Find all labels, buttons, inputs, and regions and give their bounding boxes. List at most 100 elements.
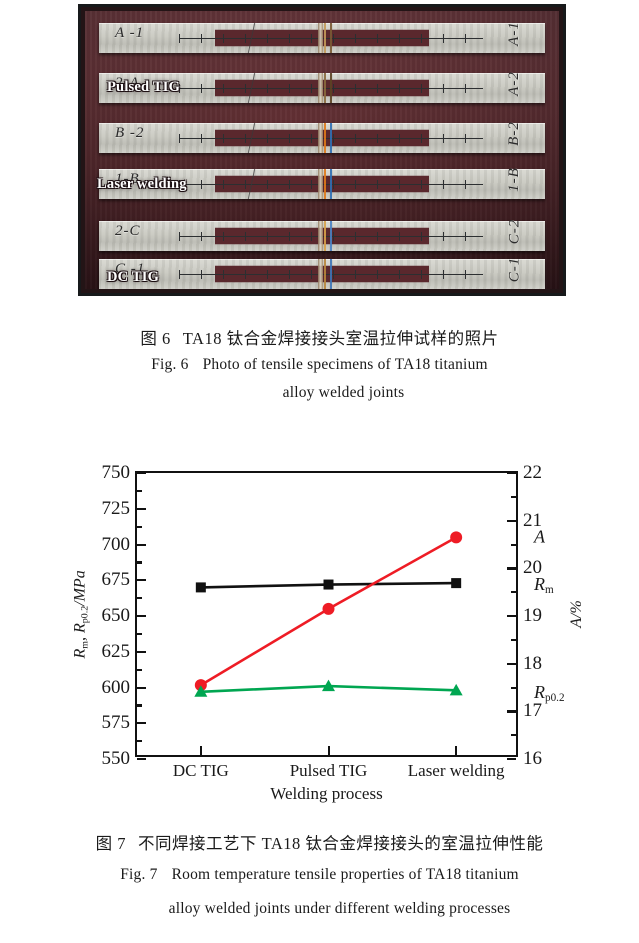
weld-seam [317, 23, 323, 53]
photo-frame: A -1 A-1 2-A A-2 B -2 B-2 1-B 1-B 2-C C-2 C -1 C-1 P… [78, 4, 566, 296]
y-axis-left-minor-tick [137, 597, 142, 600]
y-axis-left-major-tick [137, 722, 146, 725]
figure-7-number-en: Fig. 7 [120, 866, 158, 883]
chart-y-axis-left-title: Rm, Rp0.2/MPa [71, 569, 91, 659]
y-axis-right-minor-tick [511, 638, 516, 642]
series-label-Rp0.2: Rp0.2 [534, 682, 565, 705]
x-axis-tick-label: Pulsed TIG [289, 761, 368, 780]
y-axis-left-tick-label: 650 [101, 605, 131, 626]
x-axis-tick-label: DC TIG [172, 761, 229, 780]
specimen-hand-label-right: C-2 [505, 218, 522, 245]
y-axis-left-minor-tick [137, 668, 142, 671]
y-axis-left-major-tick [137, 686, 146, 689]
weld-marker-line [329, 23, 332, 53]
y-axis-left-tick-label: 625 [101, 640, 131, 662]
data-point-Rp0.2 [322, 679, 335, 692]
specimen-hand-label-right: A-2 [506, 71, 523, 96]
y-axis-left-tick-label: 600 [101, 676, 131, 698]
x-axis-tick [327, 746, 330, 755]
figure-6-caption-en-line1: Fig. 6 Photo of tensile specimens of TA18… [0, 356, 639, 374]
y-axis-right-minor-tick [511, 686, 516, 689]
y-axis-left-minor-tick [137, 704, 142, 707]
figure-6-caption-cn: 图 6 TA18 钛合金焊接接头室温拉伸试样的照片 [0, 325, 639, 349]
data-point-Rm [451, 578, 462, 589]
specimen-bar: A -1 A-1 [99, 21, 545, 53]
photo-specimen-board: A -1 A-1 2-A A-2 B -2 B-2 1-B 1-B 2-C C-2 C -1 C-1 P… [85, 11, 559, 289]
figure-6-number-cn: 图 6 [140, 329, 171, 348]
y-axis-left-minor-tick [137, 525, 142, 528]
weld-marker-line [329, 123, 332, 153]
weld-marker-line [323, 169, 326, 199]
y-axis-left-minor-tick [137, 489, 142, 493]
specimen-hand-label-right: B-2 [506, 121, 523, 146]
y-axis-left-major-tick [137, 758, 146, 761]
figure-7-caption-en-line2: alloy welded joints under different weld… [0, 900, 639, 918]
y-axis-right-tick-label: 18 [523, 652, 542, 674]
process-label: Pulsed TIG [107, 79, 181, 95]
specimen-hand-label-left: 2-C [115, 223, 141, 239]
y-axis-right-tick-label: 19 [523, 605, 542, 626]
specimen-hand-label-left: 2-A [115, 75, 140, 91]
data-point-A [450, 531, 463, 544]
figure-6-caption-en-text2: alloy welded joints [282, 384, 405, 401]
data-point-Rp0.2 [194, 685, 208, 697]
specimen-hand-label-right: 1-B [506, 167, 523, 192]
y-axis-left-tick-label: 675 [101, 569, 131, 591]
weld-marker-line [329, 169, 332, 199]
weld-seam [317, 123, 323, 153]
y-axis-left-major-tick [137, 579, 146, 582]
weld-marker-line [323, 23, 326, 53]
figure-6-number-en: Fig. 6 [151, 356, 189, 373]
weld-marker-line [329, 221, 332, 251]
y-axis-left-major-tick [137, 507, 146, 510]
series-label-A: A [534, 526, 545, 547]
chart-x-axis-title: Welding process [270, 784, 383, 803]
weld-marker-line [323, 123, 326, 153]
figure-6-caption-en-text1: Photo of tensile specimens of TA18 titan… [202, 356, 488, 373]
y-axis-right-minor-tick [511, 591, 516, 594]
weld-seam [317, 169, 323, 199]
y-axis-right-tick-label: 17 [523, 700, 542, 722]
process-label: DC TIG [107, 269, 160, 285]
y-axis-left-major-tick [137, 650, 146, 653]
data-point-A [194, 679, 207, 692]
data-point-Rp0.2 [449, 683, 463, 696]
y-axis-right-major-tick [507, 662, 516, 665]
specimen-hand-label-right: A-1 [506, 21, 523, 46]
figure-6-caption-en-line2: alloy welded joints [0, 384, 639, 402]
weld-marker-line [329, 73, 332, 103]
y-axis-right-tick-label: 20 [523, 557, 542, 579]
y-axis-right-tick-label: 22 [523, 462, 542, 483]
specimen-bar: 2-A A-2 [99, 71, 545, 103]
specimen-hand-label-left: B -2 [115, 125, 145, 141]
figure-7-caption-cn-text: 不同焊接工艺下 TA18 钛合金焊接接头的室温拉伸性能 [137, 834, 544, 853]
y-axis-left-major-tick [137, 615, 146, 618]
figure-6-caption-cn-text: TA18 钛合金焊接接头室温拉伸试样的照片 [182, 329, 499, 348]
y-axis-left-minor-tick [137, 632, 142, 636]
specimen-bar: 1-B 1-B [99, 167, 545, 199]
y-axis-right-major-tick [507, 519, 516, 522]
specimen-bar: 2-C C-2 [99, 218, 545, 251]
y-axis-right-major-tick [507, 567, 516, 570]
y-axis-left-minor-tick [137, 740, 142, 743]
x-axis-tick [455, 746, 458, 755]
data-point-Rm [195, 582, 206, 593]
figure-7-chart: Rm, Rp0.2/MPa A/% 550 575 600 625 650 675 700 7… [0, 440, 639, 810]
chart-plot-area: 550 575 600 625 650 675 700 725 750 16 17 18 19 20 21 2… [102, 462, 565, 780]
y-axis-right-major-tick [507, 758, 516, 761]
weld-marker-line [329, 259, 332, 289]
data-point-A [322, 602, 335, 615]
figure-6-photo: A -1 A-1 2-A A-2 B -2 B-2 1-B 1-B 2-C C-2 C -1 C-1 P… [78, 4, 566, 296]
figure-7-caption-en-text1: Room temperature tensile properties of T… [171, 866, 519, 883]
weld-marker-line [323, 73, 326, 103]
x-axis-tick [199, 746, 203, 755]
specimen-hand-label-right: C-1 [505, 256, 522, 283]
figure-7-caption-en-text2: alloy welded joints under different weld… [168, 900, 511, 917]
specimen-hand-label-left: C -1 [115, 261, 146, 277]
y-axis-left-minor-tick [137, 561, 142, 564]
specimen-hand-label-left: 1-B [115, 171, 140, 187]
y-axis-left-major-tick [137, 543, 146, 546]
y-axis-left-tick-label: 700 [101, 533, 131, 555]
weld-seam [317, 259, 323, 289]
y-axis-left-tick-label: 725 [101, 497, 131, 519]
